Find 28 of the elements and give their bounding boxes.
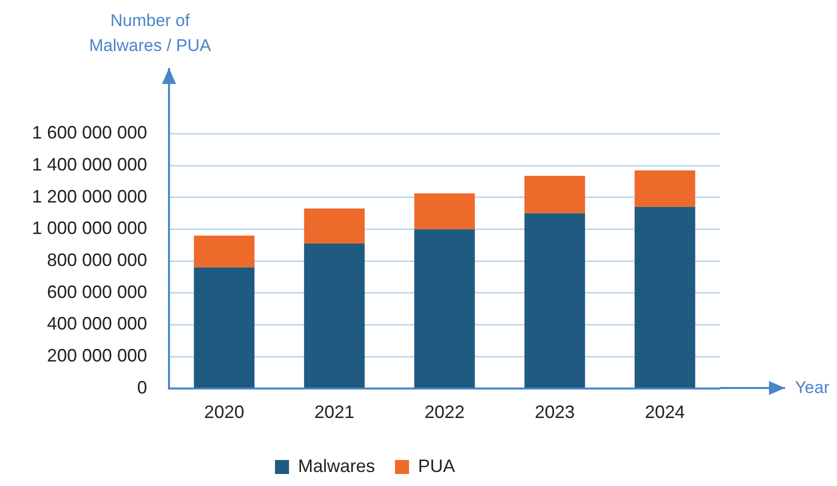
y-tick-label: 1 400 000 000 — [32, 154, 148, 175]
legend-label: Malwares — [298, 456, 376, 476]
bar — [634, 206, 696, 388]
y-tick-label: 600 000 000 — [47, 282, 148, 302]
y-axis-title: Number of Malwares / PUA — [89, 10, 211, 57]
x-axis-title: Year — [795, 378, 830, 398]
x-tick-label: 2024 — [644, 402, 685, 422]
bar — [414, 193, 475, 230]
y-tick-label: 1 000 000 000 — [32, 218, 148, 238]
bar — [634, 170, 696, 207]
bar — [524, 213, 586, 388]
x-tick-label: 2021 — [314, 402, 354, 422]
y-tick-label: 200 000 000 — [47, 346, 148, 366]
x-tick-label: 2022 — [424, 402, 465, 422]
y-tick-label: 0 — [137, 377, 148, 398]
y-tick-label: 800 000 000 — [47, 250, 148, 270]
y-tick-label: 1 600 000 000 — [32, 122, 148, 143]
bar — [524, 176, 586, 214]
y-tick-label: 1 200 000 000 — [32, 186, 148, 206]
bar — [304, 208, 365, 244]
bar — [304, 244, 365, 388]
x-tick-label: 2023 — [534, 402, 575, 422]
bar — [194, 236, 254, 268]
bar — [414, 229, 475, 388]
y-tick-label: 400 000 000 — [47, 314, 148, 334]
legend-label: PUA — [418, 456, 456, 476]
bar — [194, 267, 254, 388]
x-tick-label: 2020 — [204, 402, 244, 422]
